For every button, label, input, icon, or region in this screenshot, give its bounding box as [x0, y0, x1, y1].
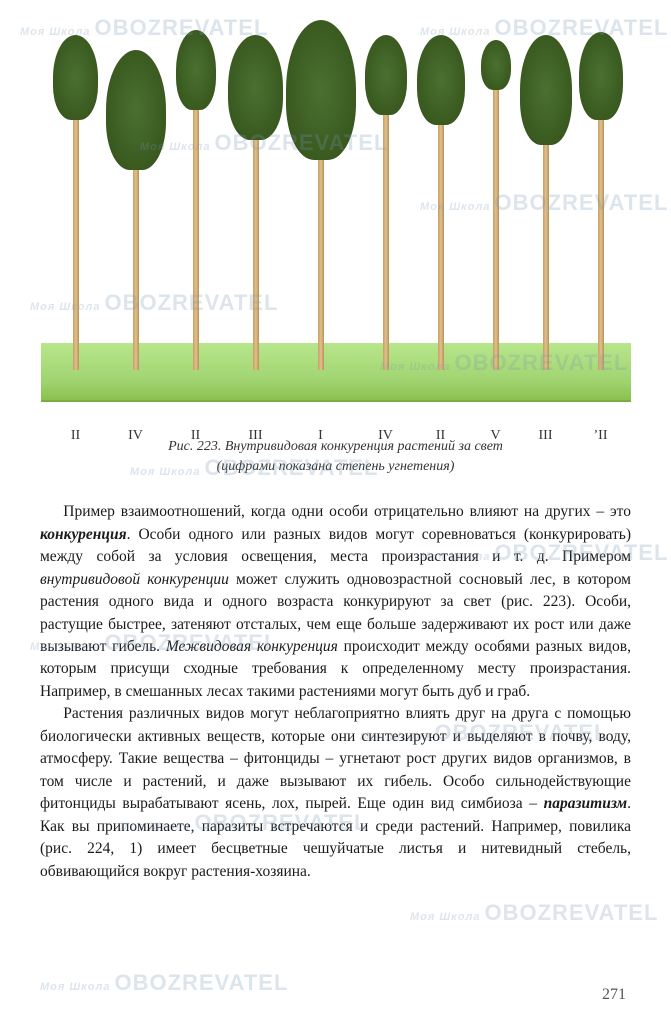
tree-crown — [481, 40, 511, 90]
tree-crown — [106, 50, 166, 170]
tree-trunk — [383, 115, 389, 370]
tree-label: I — [301, 428, 341, 444]
tree-trunk — [133, 170, 139, 370]
tree-trunk — [318, 160, 324, 370]
tree-5 — [365, 35, 407, 370]
tree-crown — [176, 30, 216, 110]
term-interspecific: Межвидовая конкуренция — [166, 638, 338, 655]
caption-line2: (цифрами показана степень угнетения) — [217, 459, 455, 474]
textbook-page: IIIVIIIIIIIVIIVIIIʼII Рис. 223. Внутриви… — [0, 0, 671, 903]
body-text: Пример взаимоотношений, когда одни особи… — [40, 501, 631, 883]
tree-label: IV — [116, 428, 156, 444]
tree-4 — [286, 20, 356, 370]
tree-crown — [286, 20, 356, 160]
tree-label: II — [56, 428, 96, 444]
tree-label: II — [421, 428, 461, 444]
tree-8 — [520, 35, 572, 370]
tree-6 — [417, 35, 465, 370]
tree-1 — [106, 50, 166, 370]
tree-crown — [53, 35, 98, 120]
tree-trunk — [438, 125, 444, 370]
figure-223-illustration: IIIVIIIIIIIVIIVIIIʼII — [41, 20, 631, 402]
tree-trunk — [493, 90, 499, 370]
tree-crown — [520, 35, 572, 145]
tree-label: ʼII — [581, 428, 621, 444]
tree-0 — [53, 35, 98, 370]
paragraph-1: Пример взаимоотношений, когда одни особи… — [40, 501, 631, 703]
tree-label: II — [176, 428, 216, 444]
tree-crown — [228, 35, 283, 140]
watermark: Моя ШколаOBOZREVATEL — [410, 900, 658, 926]
tree-crown — [365, 35, 407, 115]
tree-crown — [579, 32, 623, 120]
tree-trunk — [73, 120, 79, 370]
watermark: Моя ШколаOBOZREVATEL — [40, 970, 288, 996]
tree-trunk — [598, 120, 604, 370]
tree-trunk — [193, 110, 199, 370]
tree-2 — [176, 30, 216, 370]
tree-label: V — [476, 428, 516, 444]
term-konkurentsiya: конкуренция — [40, 526, 127, 543]
page-number: 271 — [602, 986, 626, 1004]
tree-label: IV — [366, 428, 406, 444]
tree-9 — [579, 32, 623, 370]
paragraph-2: Растения различных видов могут неблагопр… — [40, 703, 631, 883]
tree-label: III — [526, 428, 566, 444]
tree-label: III — [236, 428, 276, 444]
term-parazitizm: пара­зитизм — [544, 795, 628, 812]
tree-trunk — [253, 140, 259, 370]
text-run: . Особи одного или разных видов могут со… — [40, 526, 631, 565]
text-run: Растения различных видов могут неблагопр… — [40, 705, 631, 812]
tree-crown — [417, 35, 465, 125]
tree-trunk — [543, 145, 549, 370]
tree-7 — [481, 40, 511, 370]
text-run: Пример взаимоотношений, когда одни особи… — [63, 503, 631, 520]
term-intraspecific: внутривидовой конкуренции — [40, 571, 229, 588]
tree-3 — [228, 35, 283, 370]
